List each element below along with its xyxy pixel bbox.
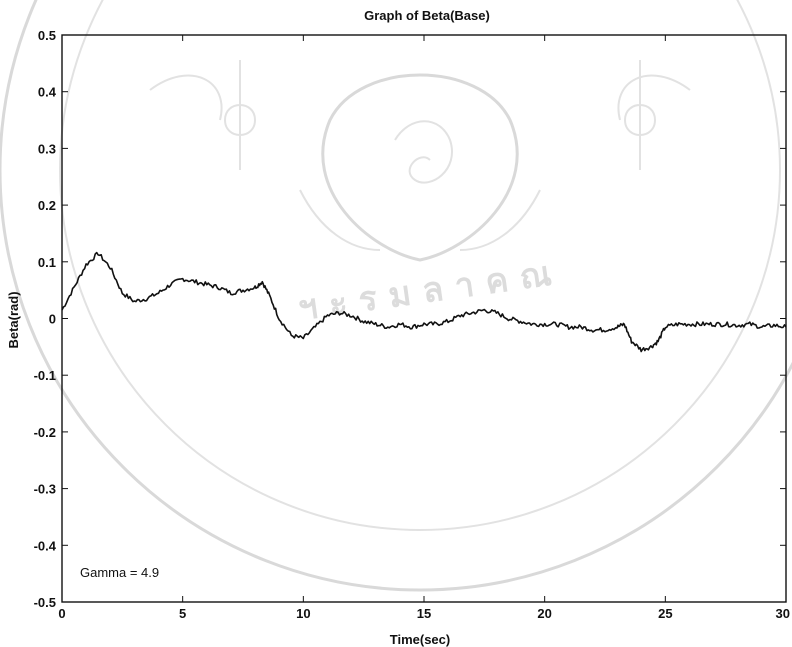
y-tick-label: 0.5 (38, 28, 56, 43)
y-tick-label: 0.2 (38, 198, 56, 213)
chart-title: Graph of Beta(Base) (364, 8, 490, 23)
y-tick-label: 0.1 (38, 255, 56, 270)
x-tick-label: 10 (296, 606, 310, 621)
y-axis: 0.5 0.4 0.3 0.2 0.1 0 -0.1 -0.2 -0.3 -0.4 -0.5 (34, 28, 786, 610)
y-tick-label: 0.3 (38, 141, 56, 156)
y-axis-label: Beta(rad) (6, 291, 21, 348)
x-tick-label: 15 (417, 606, 431, 621)
y-tick-label: -0.1 (34, 368, 56, 383)
y-tick-label: -0.5 (34, 595, 56, 610)
watermark-seal: ฯ ะ ร ม ล า ค ณ (0, 0, 792, 592)
y-tick-label: 0.4 (38, 85, 57, 100)
x-tick-label: 0 (58, 606, 65, 621)
x-axis: 0 5 10 15 20 25 30 (58, 35, 790, 621)
x-tick-label: 30 (776, 606, 790, 621)
y-tick-label: -0.4 (34, 538, 57, 553)
svg-text:ฯ ะ ร ม ล า ค ณ: ฯ ะ ร ม ล า ค ณ (296, 254, 554, 329)
y-tick-label: -0.3 (34, 482, 56, 497)
x-tick-label: 25 (658, 606, 672, 621)
gamma-annotation: Gamma = 4.9 (80, 565, 159, 580)
x-tick-label: 5 (179, 606, 186, 621)
x-axis-label: Time(sec) (390, 632, 450, 647)
y-tick-label: -0.2 (34, 425, 56, 440)
plot-frame (61, 34, 787, 603)
beta-series-line (61, 251, 787, 353)
y-tick-label: 0 (49, 312, 56, 327)
x-tick-label: 20 (537, 606, 551, 621)
